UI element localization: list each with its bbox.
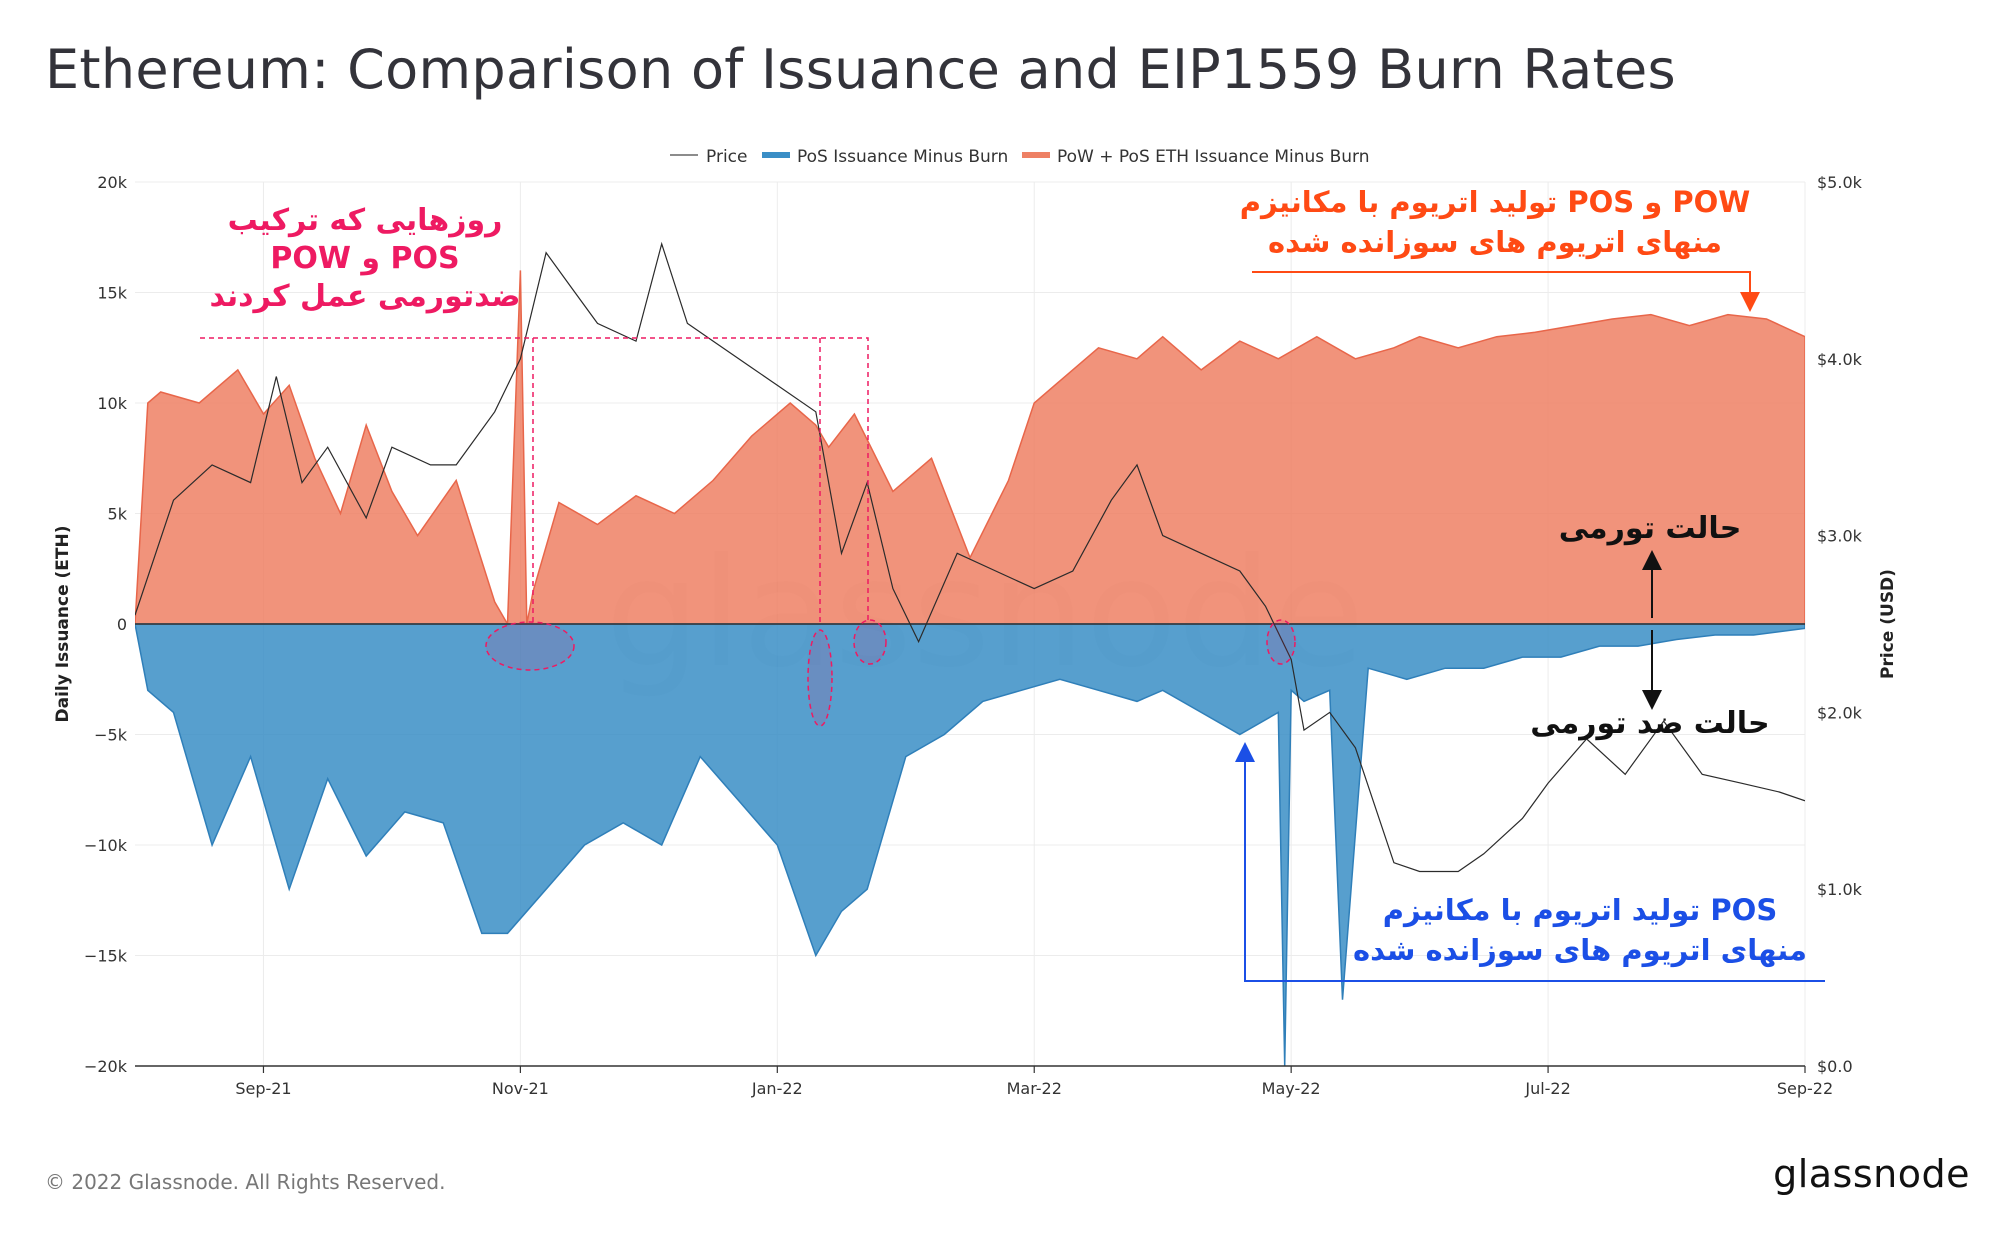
pos-arrow	[1235, 742, 1825, 982]
x-tick-label: Jul-22	[1524, 1079, 1570, 1098]
y-left-tick-label: −10k	[84, 836, 128, 855]
y-right-tick-label: $3.0k	[1817, 527, 1863, 546]
y-right-tick-label: $5.0k	[1817, 173, 1863, 192]
deflation-days-markers	[200, 337, 1296, 727]
y-right-tick-label: $0.0	[1817, 1057, 1853, 1076]
y-left-tick-label: 15k	[97, 284, 127, 303]
y-left-tick-label: 10k	[97, 394, 127, 413]
legend-price-label: Price	[706, 147, 747, 167]
deflation-days-note: روزهایی که ترکیب POW و POS ضدتورمی عمل ک…	[210, 203, 521, 314]
y-left-tick-label: 0	[117, 615, 127, 634]
x-tick-label: Nov-21	[492, 1079, 549, 1098]
y-axis-left-ticks: 20k 15k 10k 5k 0 −5k −10k −15k −20k	[84, 173, 128, 1076]
pos-note: تولید اتریوم با مکانیزم POS منهای اتریوم…	[1353, 893, 1807, 967]
deflation-note: حالت ضد تورمی	[1530, 706, 1769, 741]
x-tick-label: Jan-22	[751, 1079, 803, 1098]
x-axis-ticks: Sep-21 Nov-21 Jan-22 Mar-22 May-22 Jul-22 Sep-…	[235, 1066, 1833, 1098]
y-left-tick-label: 20k	[97, 173, 127, 192]
copyright-footer: © 2022 Glassnode. All Rights Reserved.	[45, 1170, 446, 1194]
svg-text:POW و POS: POW و POS	[270, 241, 459, 276]
legend: Price PoS Issuance Minus Burn PoW + PoS …	[670, 147, 1369, 167]
series-pos-area	[135, 623, 1805, 1066]
x-tick-label: Sep-22	[1777, 1079, 1833, 1098]
legend-powpos-label: PoW + PoS ETH Issuance Minus Burn	[1057, 147, 1369, 167]
y-left-tick-label: −15k	[84, 947, 128, 966]
svg-text:منهای اتریوم های سوزانده شده: منهای اتریوم های سوزانده شده	[1353, 933, 1807, 967]
y-axis-left-label: Daily Issuance (ETH)	[53, 526, 73, 723]
svg-text:روزهایی که ترکیب: روزهایی که ترکیب	[228, 203, 503, 238]
x-tick-label: Mar-22	[1007, 1079, 1062, 1098]
series-pow-pos-area	[135, 270, 1805, 627]
series-price-line	[135, 241, 1805, 873]
legend-powpos-swatch	[1022, 152, 1050, 158]
svg-text:تولید اتریوم با مکانیزم POS و: تولید اتریوم با مکانیزم POS و POW	[1240, 185, 1751, 219]
y-right-tick-label: $1.0k	[1817, 880, 1863, 899]
legend-pos-swatch	[762, 152, 790, 158]
legend-pos-label: PoS Issuance Minus Burn	[797, 147, 1008, 167]
y-left-tick-label: −5k	[94, 726, 128, 745]
y-right-tick-label: $2.0k	[1817, 703, 1863, 722]
pow-pos-note: تولید اتریوم با مکانیزم POS و POW منهای …	[1240, 185, 1751, 259]
y-left-tick-label: 5k	[108, 505, 128, 524]
page-title: Ethereum: Comparison of Issuance and EIP…	[45, 38, 1676, 101]
y-left-tick-label: −20k	[84, 1057, 128, 1076]
glassnode-logo: glassnode	[1773, 1152, 1970, 1196]
y-axis-right-ticks: $5.0k $4.0k $3.0k $2.0k $1.0k $0.0	[1817, 173, 1863, 1076]
svg-text:تولید اتریوم با مکانیزم POS: تولید اتریوم با مکانیزم POS	[1383, 893, 1777, 927]
x-tick-label: Sep-21	[235, 1079, 291, 1098]
pow-pos-arrow	[1252, 271, 1760, 312]
x-tick-label: May-22	[1262, 1079, 1321, 1098]
y-right-tick-label: $4.0k	[1817, 350, 1863, 369]
svg-text:ضدتورمی عمل کردند: ضدتورمی عمل کردند	[210, 279, 521, 314]
inflation-note: حالت تورمی	[1559, 511, 1742, 546]
svg-text:منهای اتریوم های سوزانده شده: منهای اتریوم های سوزانده شده	[1268, 225, 1722, 259]
y-axis-right-label: Price (USD)	[1878, 569, 1898, 679]
